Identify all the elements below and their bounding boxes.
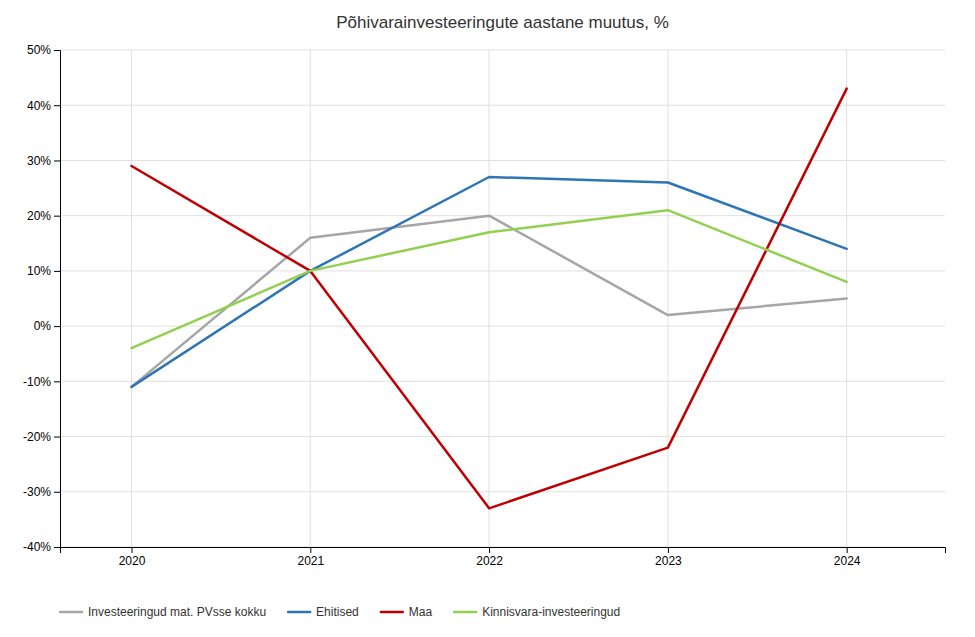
- grid: [60, 50, 945, 547]
- x-tick: 2023: [655, 547, 682, 568]
- x-tick-mark: [489, 547, 490, 553]
- x-tick-label: 2020: [119, 554, 146, 568]
- y-tick-label: 10%: [27, 264, 51, 278]
- x-tick-label: 2023: [655, 554, 682, 568]
- y-tick-mark: [54, 492, 60, 493]
- y-tick-mark: [54, 326, 60, 327]
- y-tick-mark: [54, 50, 60, 51]
- y-tick: -20%: [23, 430, 60, 444]
- y-tick-label: -40%: [23, 540, 51, 554]
- y-tick: -30%: [23, 485, 60, 499]
- legend-item: Ehitised: [288, 605, 359, 619]
- legend-label: Ehitised: [316, 605, 359, 619]
- series-line: [132, 177, 847, 387]
- y-tick-label: 30%: [27, 154, 51, 168]
- y-tick-label: 50%: [27, 43, 51, 57]
- y-tick-mark: [54, 160, 60, 161]
- y-tick-label: 40%: [27, 99, 51, 113]
- grid-line-y: [60, 50, 945, 51]
- grid-line-y: [60, 381, 945, 382]
- grid-line-y: [60, 491, 945, 492]
- series-line: [132, 89, 847, 509]
- y-tick: 50%: [27, 43, 60, 57]
- y-tick-label: 0%: [34, 319, 52, 333]
- series-line: [132, 210, 847, 348]
- y-tick: -40%: [23, 540, 60, 554]
- legend-item: Investeeringud mat. PVsse kokku: [60, 605, 266, 619]
- grid-line-y: [60, 270, 945, 271]
- x-tick-mark: [310, 547, 311, 553]
- legend-item: Kinnisvara-investeeringud: [454, 605, 620, 619]
- x-tick: 2020: [119, 547, 146, 568]
- x-tick-label: 2024: [834, 554, 861, 568]
- legend: Investeeringud mat. PVsse kokku Ehitised M…: [60, 605, 620, 619]
- y-tick-label: 20%: [27, 209, 51, 223]
- y-tick: 10%: [27, 264, 60, 278]
- grid-line-x: [131, 50, 132, 547]
- x-tick-label: 2021: [297, 554, 324, 568]
- legend-label: Maa: [409, 605, 433, 619]
- legend-swatch: [288, 611, 310, 614]
- legend-swatch: [60, 611, 82, 614]
- y-axis-line: [54, 51, 61, 548]
- legend-swatch: [454, 611, 476, 614]
- x-tick: 2024: [834, 547, 861, 568]
- y-axis: -40% -30% -20% -10% 0% 10% 20% 30% 40% 50%: [23, 43, 61, 554]
- y-tick: 30%: [27, 154, 60, 168]
- y-tick-mark: [54, 216, 60, 217]
- title: Põhivarainvesteeringute aastane muutus, …: [336, 13, 669, 32]
- x-tick: 2022: [476, 547, 503, 568]
- y-tick-mark: [54, 271, 60, 272]
- grid-line-y: [60, 105, 945, 106]
- x-axis: 2020 2021 2022 2023 2024: [61, 547, 946, 568]
- chart: Põhivarainvesteeringute aastane muutus, …: [0, 0, 975, 637]
- grid-line-x: [489, 50, 490, 547]
- y-tick-mark: [54, 437, 60, 438]
- grid-line-x: [667, 50, 668, 547]
- y-tick: 20%: [27, 209, 60, 223]
- y-tick-label: -30%: [23, 485, 51, 499]
- grid-line-y: [60, 436, 945, 437]
- y-tick: -10%: [23, 375, 60, 389]
- legend-label: Kinnisvara-investeeringud: [482, 605, 620, 619]
- y-tick-mark: [54, 547, 60, 548]
- x-axis-line: [61, 548, 946, 554]
- legend-item: Maa: [381, 605, 433, 619]
- x-tick: 2021: [297, 547, 324, 568]
- x-tick-label: 2022: [476, 554, 503, 568]
- y-tick: 0%: [34, 319, 60, 333]
- y-tick: 40%: [27, 99, 60, 113]
- grid-line-y: [60, 326, 945, 327]
- x-tick-mark: [847, 547, 848, 553]
- grid-line-x: [310, 50, 311, 547]
- x-tick-mark: [668, 547, 669, 553]
- grid-line-y: [60, 215, 945, 216]
- y-tick-label: -10%: [23, 375, 51, 389]
- legend-swatch: [381, 611, 403, 614]
- legend-label: Investeeringud mat. PVsse kokku: [88, 605, 266, 619]
- x-tick-mark: [132, 547, 133, 553]
- y-tick-label: -20%: [23, 430, 51, 444]
- y-tick-mark: [54, 105, 60, 106]
- y-tick-mark: [54, 381, 60, 382]
- plot-area: [132, 89, 847, 509]
